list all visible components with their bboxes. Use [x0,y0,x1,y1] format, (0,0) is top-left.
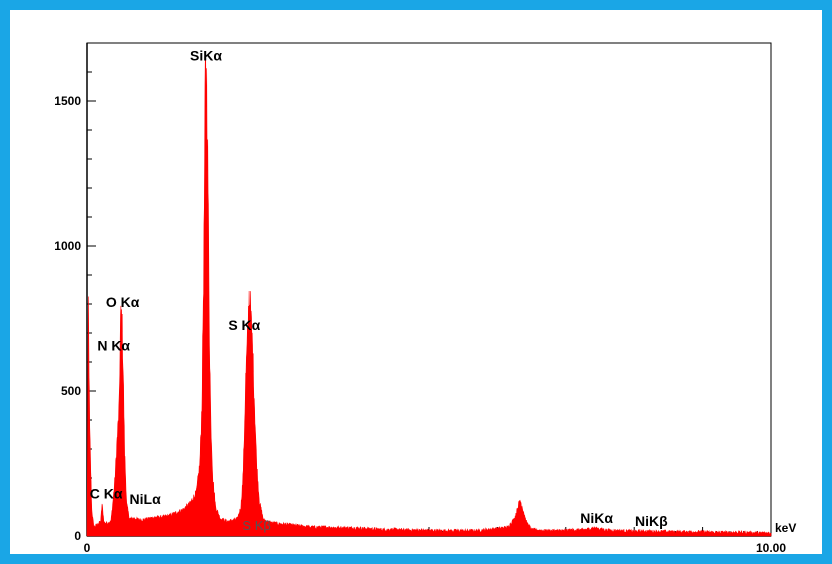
y-tick-label: 1000 [54,239,81,253]
peak-label: NiKβ [635,513,668,529]
plot-area [86,54,772,537]
peak-label: C Kα [90,485,123,501]
peak-label: N Kα [97,337,130,353]
x-axis-label: keV [775,521,796,535]
y-tick-label: 0 [74,529,81,543]
x-tick-label: 0 [84,541,91,555]
spectrum-series [86,54,772,537]
y-tick-label: 500 [61,384,81,398]
y-tick-label: 1500 [54,94,81,108]
peak-label: NiLα [130,491,162,507]
plot-border [86,42,772,537]
peak-label: S Kβ [242,518,270,533]
peak-label: S Kα [228,317,260,333]
peak-labels: SiKα O Kα N Kα S Kα C Kα NiLα S Kβ NiKα NiKβ [90,47,668,533]
peak-label: O Kα [106,294,140,310]
x-tick-label: 10.00 [756,541,786,555]
peak-label: SiKα [190,47,222,63]
axes: 0 500 1000 1500 0 10.00 keV [54,42,796,555]
peak-label: NiKα [580,510,613,526]
